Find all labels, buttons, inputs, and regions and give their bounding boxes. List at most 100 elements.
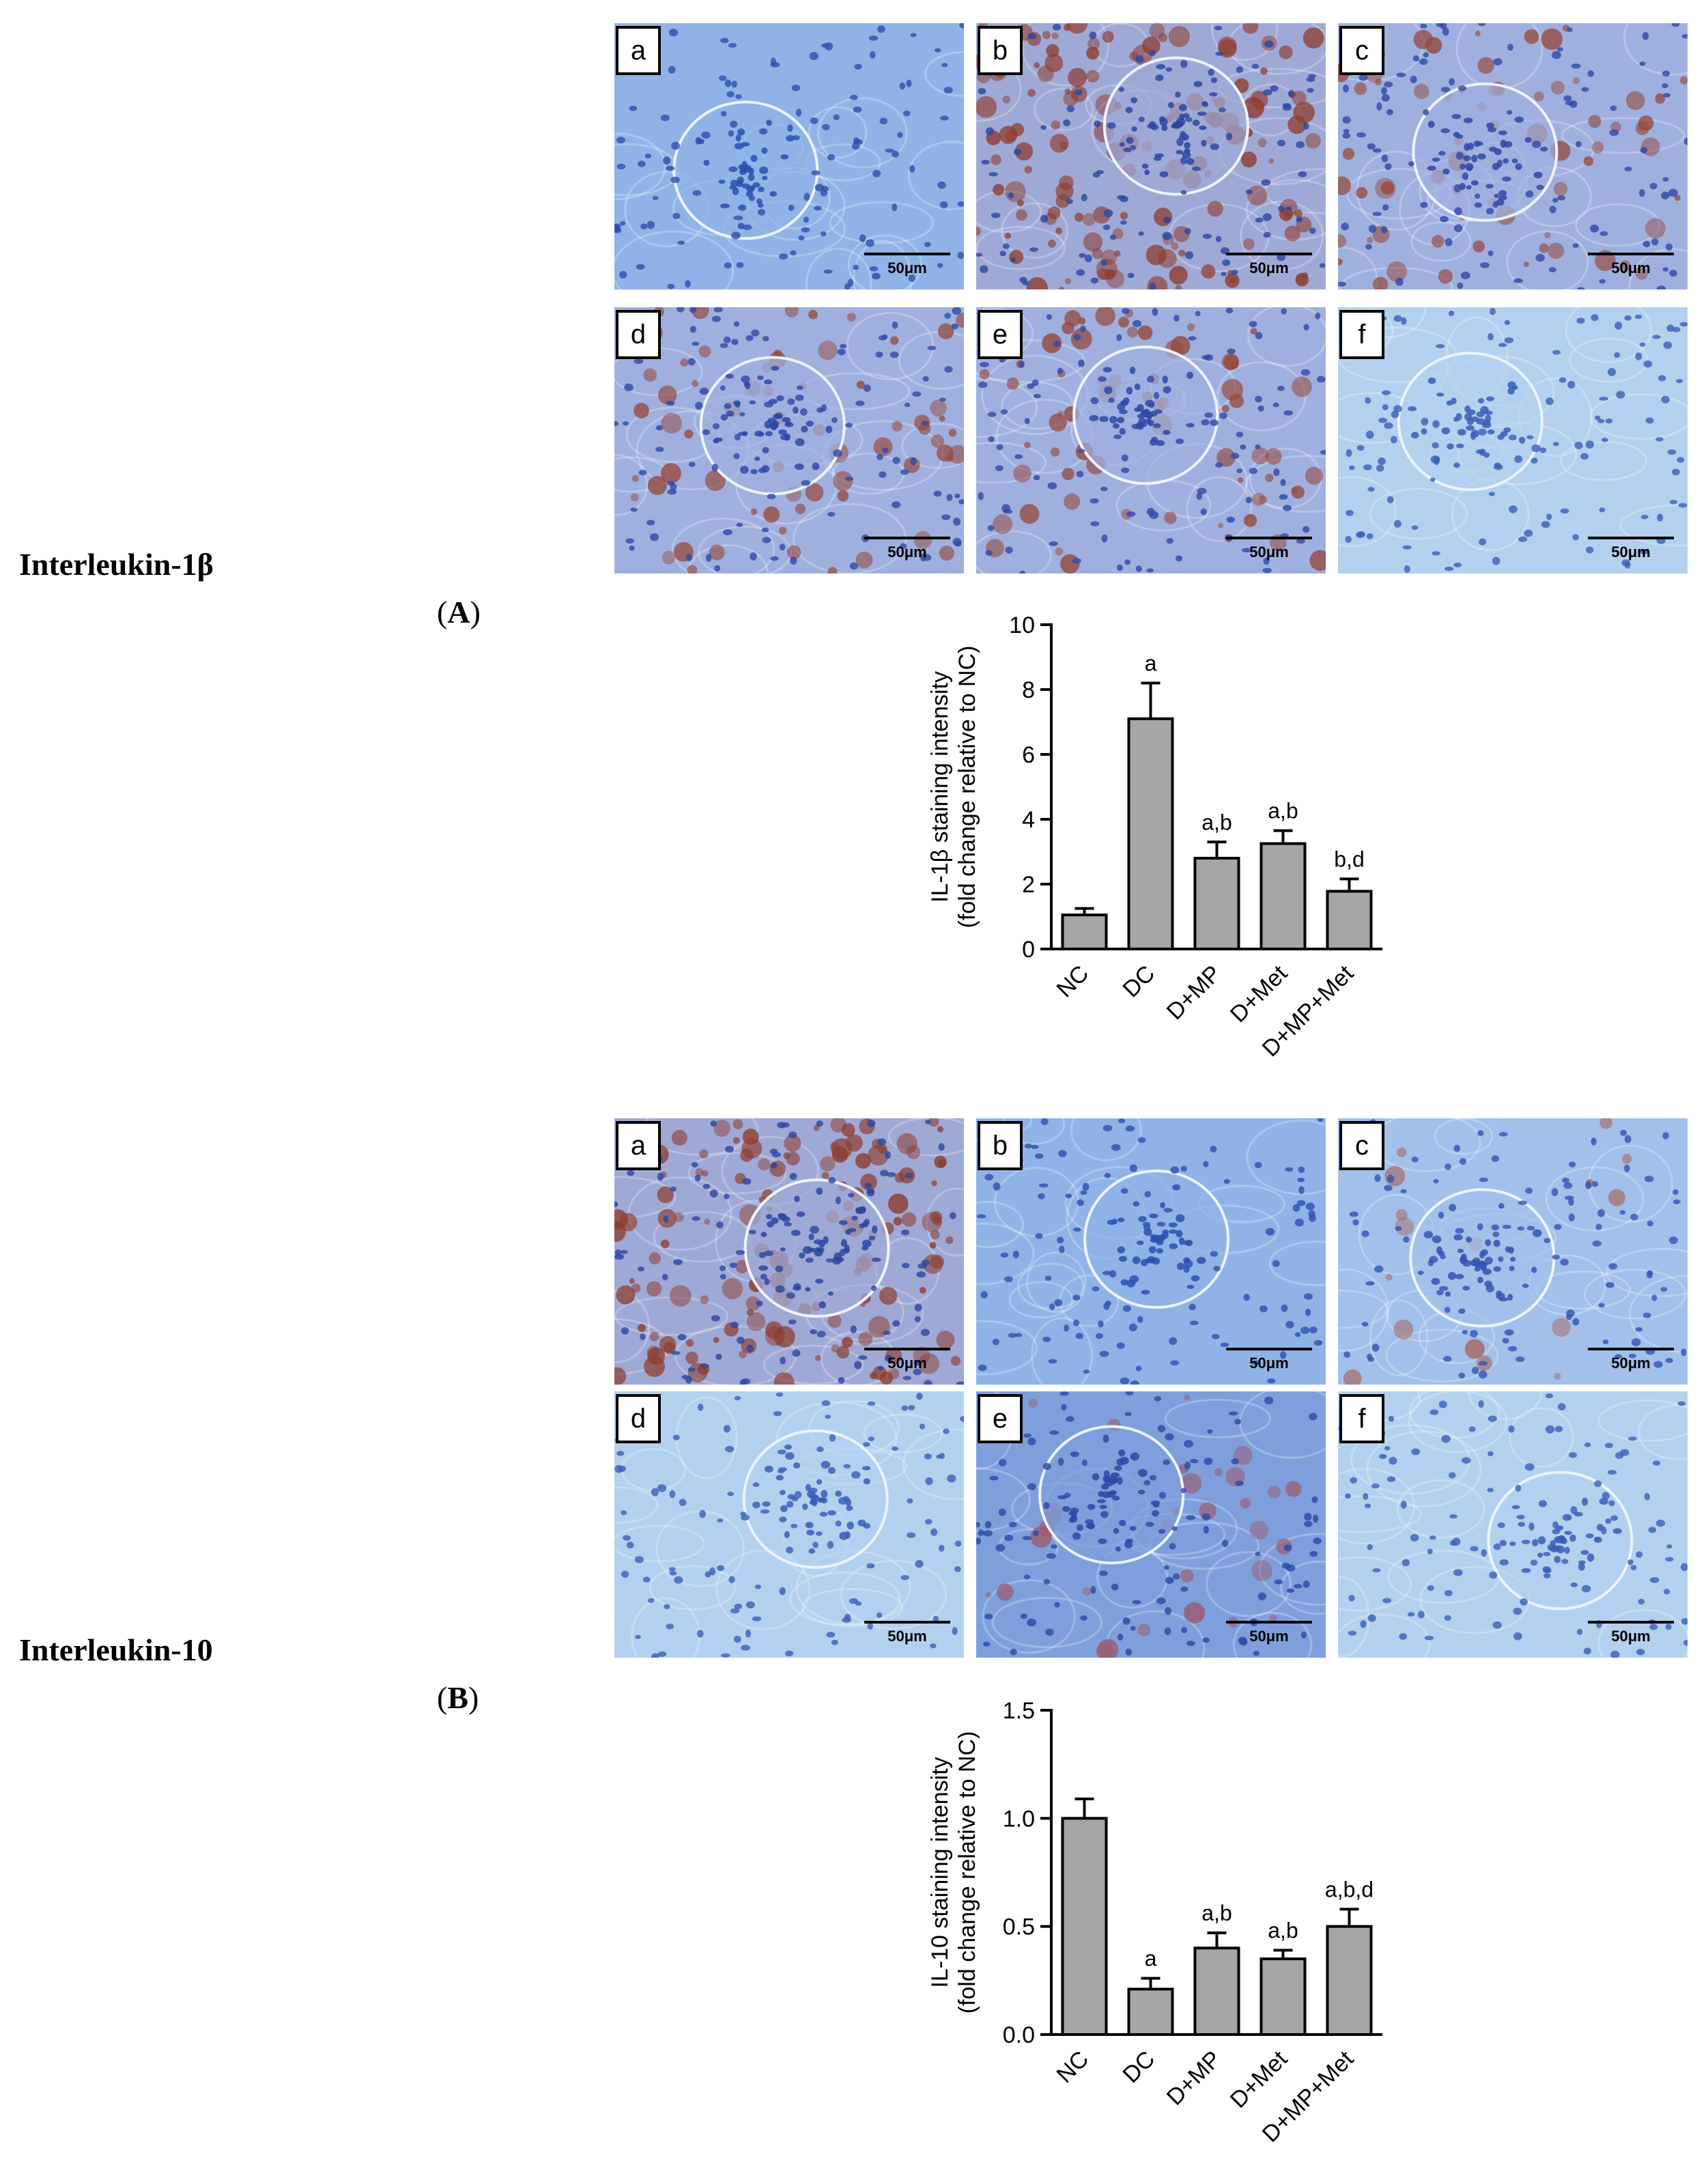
- y-tick-label: 8: [1022, 677, 1035, 703]
- row-title-il1b: Interleukin-1β: [19, 547, 214, 582]
- y-tick-label: 0.5: [1003, 1914, 1035, 1940]
- scale-bar-label: 50μm: [887, 543, 927, 561]
- significance-label: b,d: [1334, 847, 1364, 871]
- scale-bar-label: 50μm: [887, 1355, 927, 1372]
- micrograph-il10-d: d 50μm: [614, 1391, 964, 1658]
- x-tick-label: NC: [1052, 961, 1094, 1003]
- panel-label-b-letter: B: [447, 1680, 469, 1715]
- scale-bar-line: [1588, 537, 1674, 539]
- panel-label-a-letter: A: [447, 595, 470, 629]
- micrograph-letter: f: [1339, 1394, 1384, 1443]
- y-axis-label-line2: (fold change relative to NC): [954, 646, 980, 929]
- scale-bar-line: [1226, 253, 1312, 255]
- scale-bar-line: [1588, 253, 1674, 255]
- x-tick-label: D+MP: [1162, 961, 1226, 1025]
- scale-bar: 50μm: [1226, 537, 1312, 561]
- significance-label: a,b: [1201, 1901, 1232, 1925]
- scale-bar-line: [864, 253, 950, 255]
- bar-D+MP+Met: [1326, 890, 1373, 951]
- y-tick-label: 6: [1022, 742, 1035, 768]
- panel-label-a: (A): [437, 595, 481, 629]
- y-axis-label: IL-10 staining intensity (fold change rel…: [927, 1731, 980, 2014]
- micrograph-il1b-b: b 50μm: [976, 23, 1326, 289]
- tissue-image: [1338, 307, 1688, 573]
- scale-bar-label: 50μm: [1249, 1355, 1289, 1372]
- scale-bar-label: 50μm: [887, 1628, 927, 1645]
- bar-NC: [1061, 913, 1108, 950]
- scale-bar-label: 50μm: [1611, 543, 1651, 561]
- scale-bar-line: [864, 1348, 950, 1350]
- bar-D+Met: [1259, 1957, 1307, 2036]
- micrograph-letter: b: [978, 1121, 1023, 1170]
- scale-bar: 50μm: [1588, 253, 1674, 277]
- y-axis-label: IL-1β staining intensity (fold change rel…: [927, 646, 980, 929]
- micrograph-letter: e: [978, 310, 1023, 359]
- scale-bar-label: 50μm: [1249, 1628, 1289, 1645]
- micrograph-il1b-d: d 50μm: [614, 307, 964, 573]
- row-title-il10: Interleukin-10: [19, 1632, 213, 1667]
- scale-bar-line: [1226, 1621, 1312, 1624]
- x-tick-label: DC: [1118, 2046, 1161, 2088]
- bar-DC: [1127, 1987, 1174, 2036]
- micrograph-il1b-c: c 50μm: [1338, 23, 1688, 289]
- y-tick-label: 0.0: [1003, 2022, 1035, 2048]
- scale-bar-label: 50μm: [1249, 259, 1289, 277]
- scale-bar: 50μm: [1588, 537, 1674, 561]
- significance-label: a,b: [1201, 810, 1232, 834]
- micrograph-il10-c: c 50μm: [1338, 1118, 1688, 1385]
- tissue-image: [614, 307, 964, 573]
- bar-chart-il10: 0.0 0.5 1.0 1.5 IL-10 staining intensity (fol…: [887, 1686, 1447, 2178]
- scale-bar-line: [1226, 1348, 1312, 1350]
- tissue-image: [614, 1118, 964, 1385]
- scale-bar: 50μm: [1226, 1348, 1312, 1372]
- micrograph-letter: c: [1339, 1121, 1384, 1170]
- micrograph-letter: a: [616, 1121, 661, 1170]
- scale-bar: 50μm: [864, 1348, 950, 1372]
- micrograph-il1b-e: e 50μm: [976, 307, 1326, 573]
- micrograph-il10-a: a 50μm: [614, 1118, 964, 1385]
- micrograph-il1b-a: a 50μm: [614, 23, 964, 289]
- x-tick-label: DC: [1118, 961, 1161, 1003]
- y-tick-label: 1.5: [1003, 1698, 1035, 1724]
- micrograph-letter: d: [616, 310, 661, 359]
- panel-label-b: (B): [437, 1680, 479, 1715]
- tissue-image: [614, 23, 964, 289]
- micrograph-letter: e: [978, 1394, 1023, 1443]
- scale-bar: 50μm: [864, 253, 950, 277]
- tissue-image: [976, 307, 1326, 573]
- tissue-image: [976, 1118, 1326, 1385]
- micrograph-il10-e: e 50μm: [976, 1391, 1326, 1658]
- bar-NC: [1061, 1817, 1108, 2036]
- micrograph-letter: c: [1339, 26, 1384, 75]
- y-tick-label: 0: [1022, 937, 1035, 963]
- tissue-image: [1338, 1118, 1688, 1385]
- micrograph-letter: d: [616, 1394, 661, 1443]
- micrograph-letter: f: [1339, 310, 1384, 359]
- micrograph-letter: a: [616, 26, 661, 75]
- scale-bar-line: [864, 1621, 950, 1624]
- scale-bar-label: 50μm: [887, 259, 927, 277]
- significance-label: a: [1145, 1946, 1157, 1971]
- scale-bar-line: [1588, 1348, 1674, 1350]
- bar-D+MP: [1193, 857, 1240, 950]
- significance-label: a,b: [1268, 1918, 1298, 1943]
- tissue-image: [976, 23, 1326, 289]
- micrograph-il10-b: b 50μm: [976, 1118, 1326, 1385]
- y-axis-label-line1: IL-1β staining intensity: [927, 671, 953, 903]
- bar-D+Met: [1259, 842, 1307, 950]
- significance-label: a,b: [1268, 799, 1298, 823]
- scale-bar: 50μm: [864, 537, 950, 561]
- bar-chart-il1b: 0 2 4 6 8 10 IL-1β staining intensity (fold cha…: [887, 601, 1447, 1092]
- tissue-image: [976, 1391, 1326, 1658]
- x-tick-label: D+MP: [1162, 2046, 1226, 2110]
- scale-bar-line: [1226, 537, 1312, 539]
- scale-bar-line: [864, 537, 950, 539]
- significance-label: a: [1145, 651, 1157, 676]
- bar-DC: [1127, 717, 1174, 950]
- scale-bar: 50μm: [1588, 1621, 1674, 1645]
- tissue-image: [1338, 23, 1688, 289]
- y-tick-label: 1.0: [1003, 1806, 1035, 1832]
- y-tick-label: 2: [1022, 872, 1035, 898]
- scale-bar-line: [1588, 1621, 1674, 1624]
- significance-label: a,b,d: [1325, 1877, 1373, 1901]
